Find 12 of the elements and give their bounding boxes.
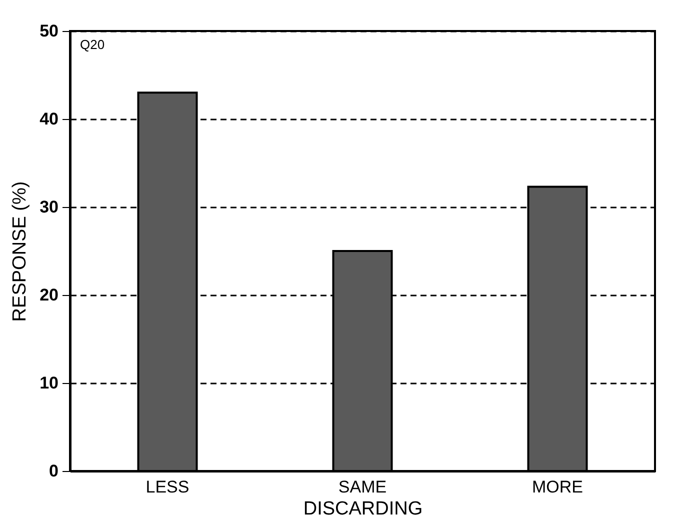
y-axis-title: RESPONSE (%) <box>10 181 31 322</box>
annotation: Q20 <box>80 37 105 52</box>
x-tick-label: SAME <box>338 478 387 496</box>
y-tick-label: 50 <box>40 22 58 40</box>
y-tick-label: 20 <box>40 286 58 304</box>
x-axis-title: DISCARDING <box>303 498 423 518</box>
x-tick-label: MORE <box>532 478 583 496</box>
y-tick-label: 0 <box>49 462 58 480</box>
y-tick-label: 40 <box>40 110 58 128</box>
y-tick-label: 10 <box>40 374 58 392</box>
y-tick-label: 30 <box>40 198 58 216</box>
x-tick-label: LESS <box>146 478 190 496</box>
